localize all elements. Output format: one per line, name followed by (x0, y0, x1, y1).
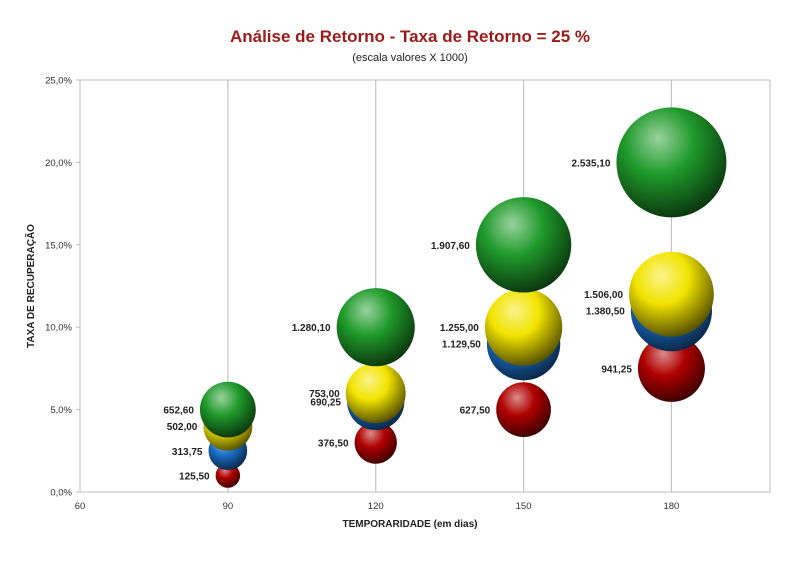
data-label: 376,50 (318, 439, 349, 450)
bubble (629, 251, 714, 337)
y-tick-label: 25,0% (45, 76, 72, 87)
data-label: 941,25 (601, 364, 632, 375)
y-tick-label: 20,0% (45, 158, 72, 169)
x-axis-label: TEMPORARIDADE (em dias) (342, 519, 477, 530)
bubble (199, 381, 256, 438)
plot-area (79, 79, 771, 493)
bubble (484, 288, 563, 366)
bubble (336, 288, 415, 367)
x-tick-label: 150 (516, 501, 532, 512)
x-tick-label: 60 (75, 501, 86, 512)
bubble (354, 421, 397, 464)
data-label: 753,00 (309, 389, 340, 400)
data-label: 2.535,10 (571, 158, 610, 169)
chart-subtitle: (escala valores X 1000) (352, 52, 468, 64)
bubble (496, 382, 551, 437)
bubble (475, 197, 572, 293)
bubble (637, 334, 705, 402)
y-tick-label: 15,0% (45, 240, 72, 251)
x-tick-label: 90 (223, 501, 234, 512)
data-label: 1.129,50 (442, 340, 481, 351)
bubble (616, 107, 727, 218)
data-label: 125,50 (179, 472, 210, 483)
chart-title: Análise de Retorno - Taxa de Retorno = 2… (230, 27, 590, 46)
data-label: 652,60 (163, 406, 194, 417)
data-label: 1.907,60 (431, 241, 470, 252)
data-label: 690,25 (310, 397, 341, 408)
y-tick-label: 10,0% (45, 323, 72, 334)
y-tick-label: 5,0% (50, 405, 72, 416)
y-tick-label: 0,0% (50, 488, 72, 499)
bubble (215, 463, 241, 488)
y-axis-label: TAXA DE RECUPERAÇÃO (24, 224, 37, 348)
data-label: 1.380,50 (586, 307, 625, 318)
data-label: 502,00 (167, 422, 198, 433)
data-label: 1.255,00 (440, 323, 479, 334)
bubble (345, 363, 406, 424)
x-tick-label: 180 (663, 501, 679, 512)
data-label: 627,50 (460, 406, 491, 417)
data-label: 1.280,10 (292, 323, 331, 334)
data-label: 1.506,00 (584, 290, 623, 301)
x-tick-label: 120 (368, 501, 384, 512)
data-label: 313,75 (172, 447, 203, 458)
